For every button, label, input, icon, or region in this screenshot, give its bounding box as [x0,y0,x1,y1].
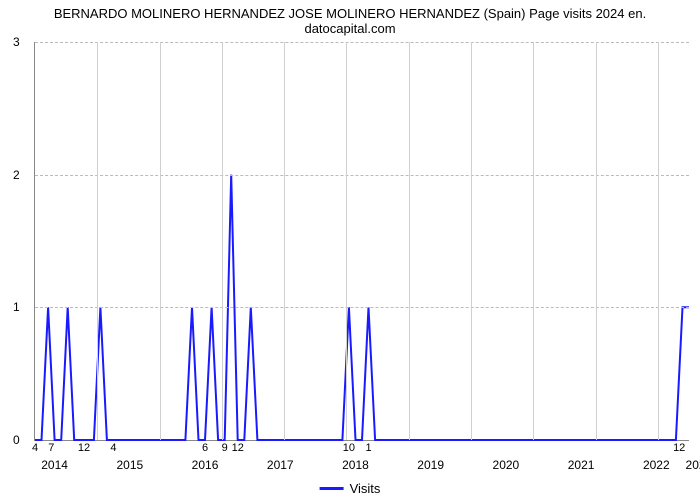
xtick-major: 2019 [417,458,444,472]
ygrid-line [35,307,689,308]
xtick-major: 2015 [116,458,143,472]
vgrid-line [596,42,597,440]
ygrid-line [35,42,689,43]
xtick-major: 2020 [493,458,520,472]
vgrid-line [160,42,161,440]
legend-label: Visits [350,481,381,496]
chart-title: BERNARDO MOLINERO HERNANDEZ JOSE MOLINER… [35,6,665,36]
legend: Visits [320,481,381,496]
xtick-minor: 1 [365,442,371,454]
vgrid-line [222,42,223,440]
xtick-major: 2021 [568,458,595,472]
series-line [35,42,689,440]
xtick-minor: 10 [343,442,355,454]
xtick-minor: 12 [673,442,685,454]
legend-swatch [320,487,344,490]
title-line-1: BERNARDO MOLINERO HERNANDEZ JOSE MOLINER… [54,6,646,21]
vgrid-line [346,42,347,440]
vgrid-line [658,42,659,440]
xtick-minor: 4 [32,442,38,454]
ygrid-line [35,175,689,176]
xtick-major: 2016 [192,458,219,472]
xtick-major: 2018 [342,458,369,472]
xtick-minor: 7 [48,442,54,454]
ytick-label: 1 [13,300,20,314]
plot-area: 0123471246912101122014201520162017201820… [34,42,689,441]
chart-container: BERNARDO MOLINERO HERNANDEZ JOSE MOLINER… [0,0,700,500]
xtick-minor: 6 [202,442,208,454]
ytick-label: 2 [13,168,20,182]
xtick-major: 2022 [643,458,670,472]
xtick-minor: 4 [110,442,116,454]
xtick-minor: 12 [232,442,244,454]
vgrid-line [409,42,410,440]
xtick-major: 202 [686,458,700,472]
xtick-major: 2014 [41,458,68,472]
ytick-label: 0 [13,433,20,447]
title-line-2: datocapital.com [304,21,395,36]
xtick-minor: 12 [78,442,90,454]
vgrid-line [97,42,98,440]
vgrid-line [533,42,534,440]
ytick-label: 3 [13,35,20,49]
xtick-minor: 9 [222,442,228,454]
vgrid-line [284,42,285,440]
xtick-major: 2017 [267,458,294,472]
vgrid-line [471,42,472,440]
